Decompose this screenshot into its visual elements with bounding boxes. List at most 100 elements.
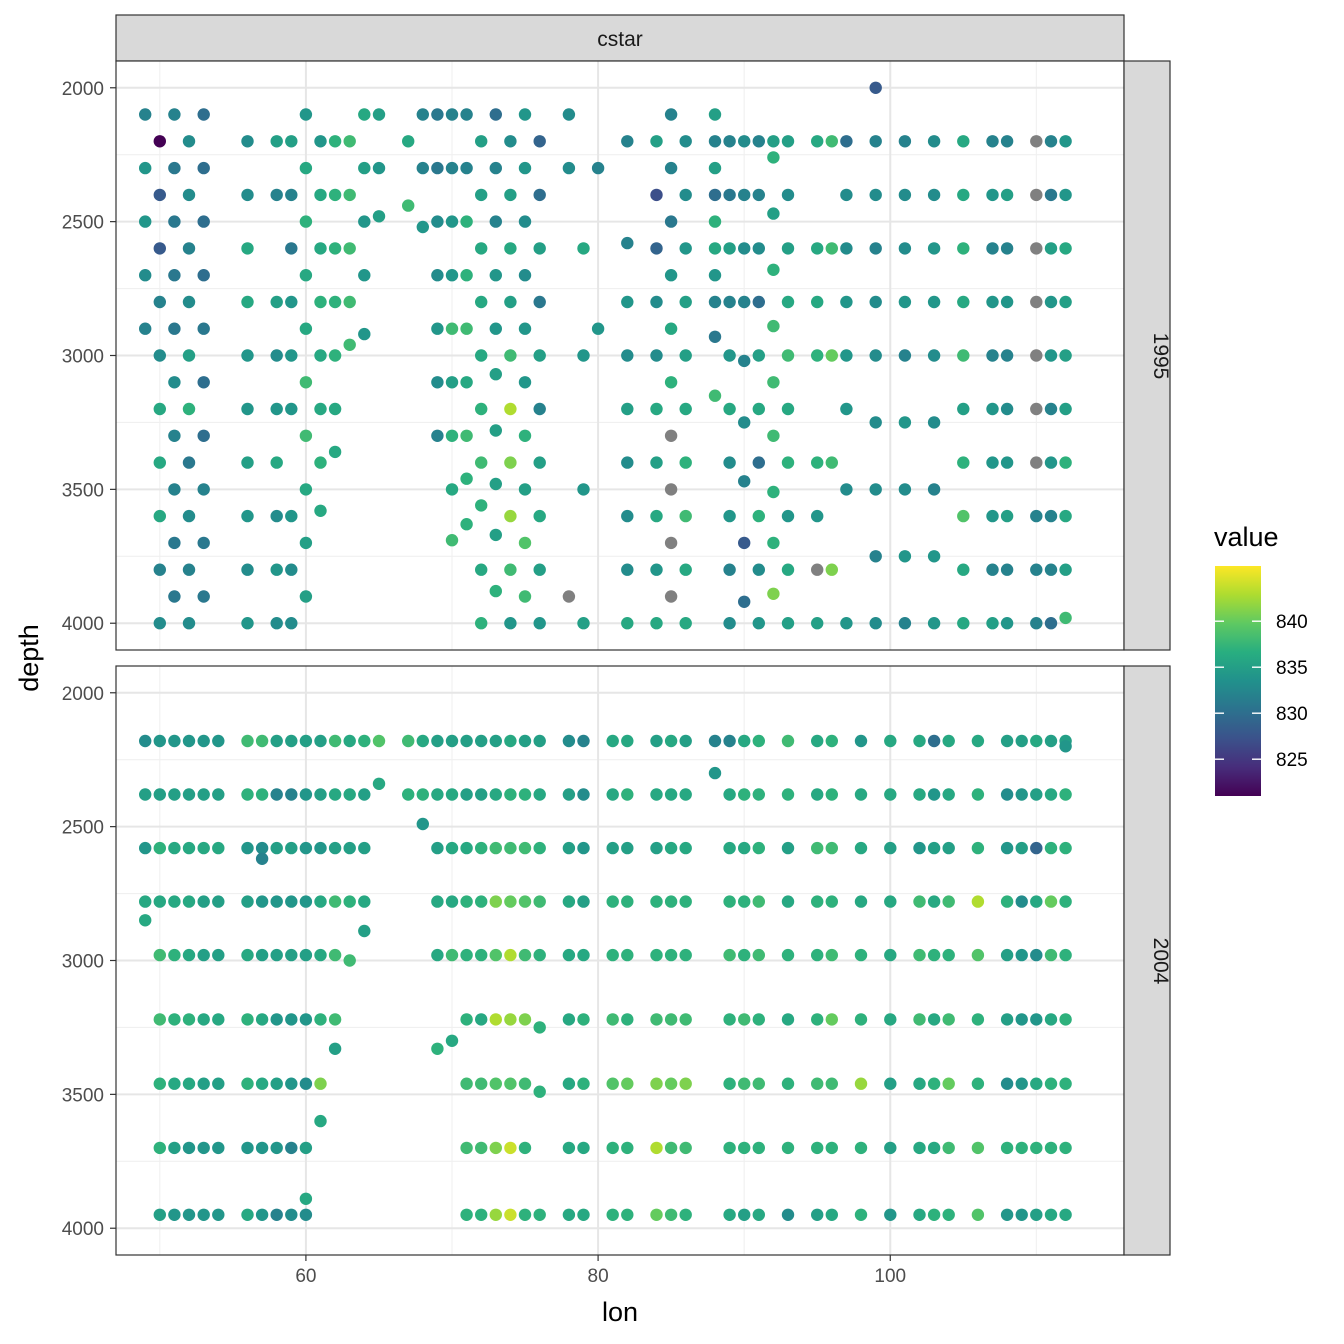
data-point [898,483,912,496]
data-point [1044,349,1058,362]
data-point [314,895,327,908]
data-point [679,1141,692,1155]
data-point [679,188,692,202]
data-point [431,734,444,748]
data-point [299,788,313,801]
data-point [723,295,736,309]
data-point [679,1208,692,1222]
data-point [1044,734,1058,748]
data-point [708,242,722,255]
data-point [971,841,985,855]
data-point [431,322,444,335]
data-point [153,563,166,576]
data-point [767,135,780,148]
data-point [197,734,210,748]
data-point [372,161,386,175]
data-point [650,1077,663,1090]
data-point [621,563,634,576]
data-point [153,402,166,416]
data-point [621,349,634,362]
data-point [1030,788,1043,801]
data-point [621,617,634,630]
data-point [767,376,780,389]
data-point [285,841,298,855]
data-point [153,349,166,362]
data-point [475,734,488,748]
data-point [898,416,912,429]
data-point [840,188,853,202]
data-point [869,188,882,202]
data-point [504,135,517,148]
data-point [343,895,356,908]
data-point [139,734,152,748]
data-point [971,895,985,908]
data-point [884,788,897,801]
data-point [811,242,824,255]
data-point [518,841,532,855]
data-point [650,734,663,748]
data-point [299,215,313,228]
data-point [460,734,473,748]
legend-tick-label: 840 [1276,612,1308,633]
data-point [869,135,882,148]
data-point [854,1013,868,1026]
data-point [752,295,765,309]
data-point [854,948,868,962]
data-point [942,734,955,748]
data-point [255,852,269,865]
data-point [241,135,254,148]
data-point [270,895,283,908]
data-point [927,483,941,496]
data-point [241,456,254,469]
data-point [986,509,999,523]
data-point [197,108,210,121]
data-point [664,841,678,855]
data-point [460,215,473,228]
data-point [664,376,678,389]
data-point [182,349,196,362]
data-point [1059,349,1072,362]
data-point [270,188,283,202]
data-point [212,841,225,855]
data-point [927,1141,941,1155]
data-point [650,1141,663,1155]
data-point [723,242,736,255]
data-point [270,563,283,576]
data-point [431,269,444,282]
data-point [212,734,225,748]
data-point [518,429,532,442]
data-point [372,210,386,223]
data-point [752,1013,765,1026]
data-point [328,895,342,908]
data-point [913,734,926,748]
data-point [489,161,502,175]
data-point [153,1077,166,1090]
data-point [255,895,269,908]
data-point [197,1013,210,1026]
data-point [504,788,517,801]
data-point [489,269,502,282]
legend-colorbar [1215,566,1261,796]
data-point [445,948,459,962]
data-point [402,135,415,148]
data-point [475,135,488,148]
data-point [577,242,590,255]
data-point [1000,1141,1014,1155]
data-point [869,295,882,309]
data-point [942,841,955,855]
data-point [606,1013,619,1026]
data-point [1059,135,1072,148]
data-point [153,948,166,962]
data-point [197,269,210,282]
data-point [1000,402,1014,416]
data-point [621,841,634,855]
data-point [738,595,751,608]
data-point [825,1077,838,1090]
data-point [752,402,765,416]
data-point [1030,242,1043,255]
data-point [1044,295,1058,309]
data-point [884,734,897,748]
data-point [1044,617,1058,630]
data-point [197,1077,210,1090]
data-point [1000,349,1014,362]
